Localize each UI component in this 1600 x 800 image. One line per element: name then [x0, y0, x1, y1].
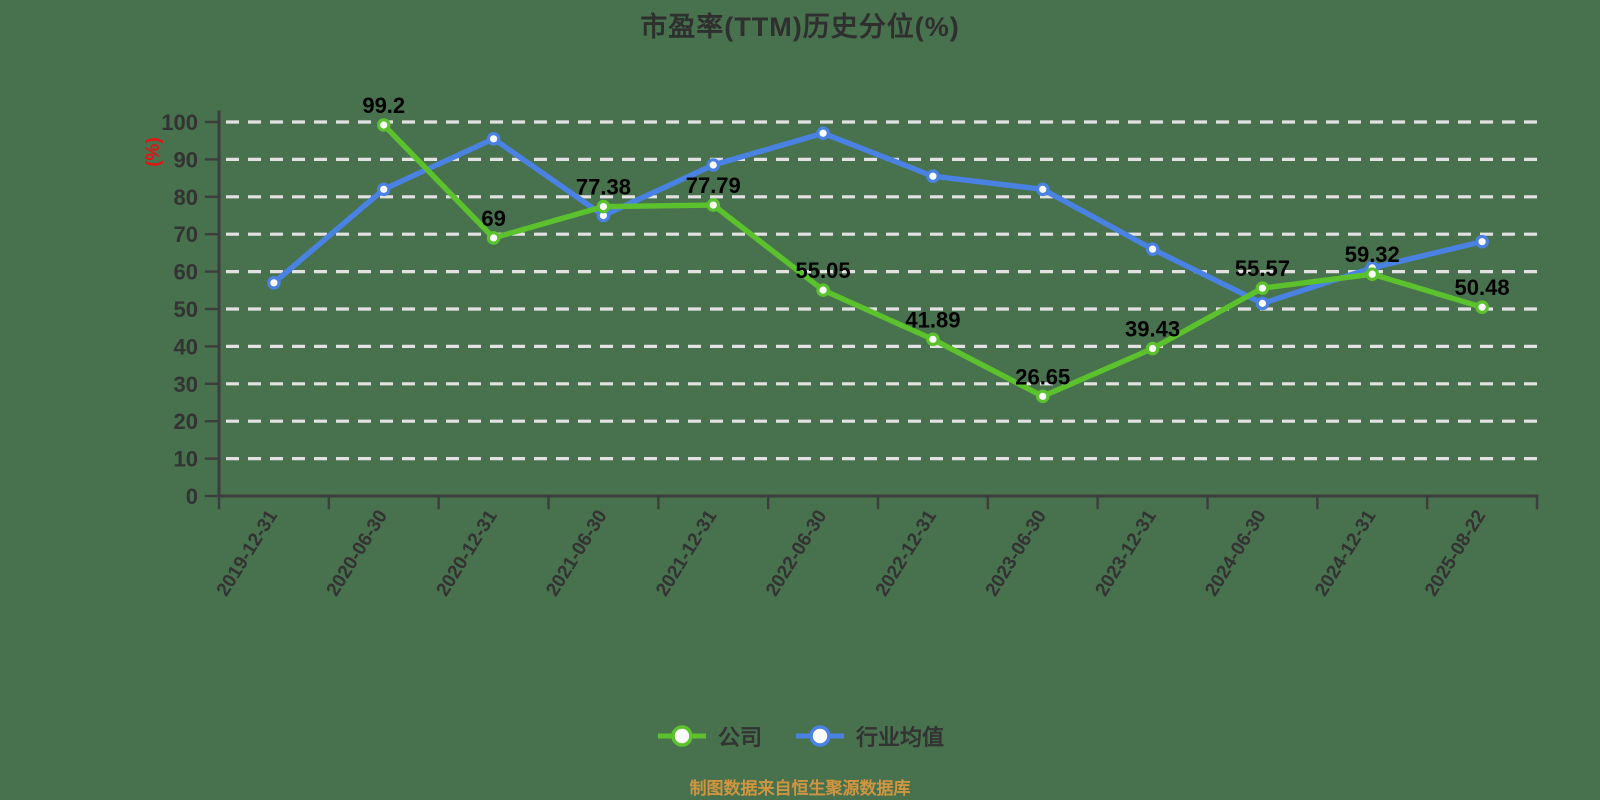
data-point-label: 50.48 [1455, 275, 1510, 300]
data-point-label: 55.05 [796, 258, 851, 283]
data-labels: 99.2 69 77.38 77.79 55.05 41.89 26.65 39.43 55.5… [362, 93, 1509, 389]
company-data-point-marker [596, 199, 611, 214]
x-axis-tick-label: 2020-06-30 [323, 507, 392, 601]
industry-data-point-marker [706, 158, 721, 172]
industry-data-point-marker [1475, 234, 1489, 249]
x-axis-tick-label: 2021-12-31 [652, 506, 722, 600]
company-data-point-marker [816, 283, 830, 297]
y-axis-tick-label: 0 [186, 484, 198, 509]
y-axis-tick-label: 100 [161, 110, 198, 135]
x-axis-tick-label: 2023-12-31 [1092, 506, 1162, 600]
x-axis-tick-label: 2024-06-30 [1201, 507, 1270, 601]
company-data-point-marker [926, 332, 940, 347]
y-axis-tick-label: 20 [174, 409, 198, 434]
y-axis-tick-label: 90 [174, 147, 198, 172]
company-data-point-marker [1255, 281, 1270, 295]
company-data-point-marker [1475, 300, 1489, 315]
industry-data-point-marker [816, 126, 830, 141]
y-axis-tick-label: 70 [174, 222, 198, 247]
y-axis-tick-label: 60 [174, 260, 198, 285]
industry-data-point-marker [267, 276, 281, 290]
legend-label-company: 公司 [717, 725, 762, 750]
industry-data-point-marker [1145, 242, 1160, 256]
data-point-label: 55.57 [1235, 256, 1290, 281]
industry-data-point-marker [1255, 296, 1270, 311]
legend: 公司 行业均值 [0, 720, 1600, 752]
series-company [376, 118, 1489, 404]
x-axis-tick-label: 2019-12-31 [213, 506, 283, 600]
data-point-label: 77.79 [686, 173, 741, 198]
x-axis-tick-label: 2020-12-31 [433, 506, 503, 600]
company-data-point-marker [376, 118, 391, 132]
data-point-label: 59.32 [1345, 242, 1400, 267]
industry-data-point-marker [486, 132, 501, 146]
x-axis-tick-label: 2024-12-31 [1311, 506, 1381, 600]
data-point-label: 69 [481, 206, 505, 231]
chart-title: 市盈率(TTM)历史分位(%) [640, 12, 960, 42]
company-data-point-marker [1145, 341, 1160, 356]
legend-item-company[interactable]: 公司 [656, 720, 762, 752]
industry-data-point-marker [926, 169, 940, 184]
x-axis-tick-label: 2023-06-30 [982, 507, 1051, 601]
y-axis-tick-label: 80 [174, 185, 198, 210]
legend-label-industry: 行业均值 [856, 725, 945, 750]
company-data-point-marker [1035, 389, 1050, 404]
data-point-label: 41.89 [905, 307, 960, 332]
axes [204, 110, 1539, 510]
data-point-label: 77.38 [576, 175, 631, 200]
data-point-label: 99.2 [362, 93, 405, 118]
company-data-point-marker [1365, 267, 1380, 281]
data-point-label: 39.43 [1125, 317, 1180, 342]
x-axis-tick-label: 2021-06-30 [542, 507, 611, 601]
company-data-point-marker [706, 198, 721, 212]
y-axis-tick-label: 10 [174, 447, 198, 472]
data-point-label: 26.65 [1015, 364, 1070, 389]
x-axis-tick-label: 2022-12-31 [872, 506, 942, 600]
y-axis-tick-label: 30 [174, 372, 198, 397]
legend-item-industry[interactable]: 行业均值 [794, 720, 944, 752]
y-axis-tick-label: 40 [174, 334, 198, 359]
industry-data-point-marker [376, 182, 391, 197]
x-axis-tick-label: 2022-06-30 [762, 507, 831, 601]
company-data-point-marker [486, 231, 501, 245]
industry-data-point-marker [1035, 182, 1050, 197]
source-note: 制图数据来自恒生聚源数据库 [689, 779, 911, 798]
company-legend-marker-icon [657, 725, 706, 747]
industry-legend-marker-icon [796, 725, 844, 747]
x-axis-tick-label: 2025-08-22 [1421, 507, 1490, 601]
y-axis-tick-label: 50 [174, 297, 198, 322]
